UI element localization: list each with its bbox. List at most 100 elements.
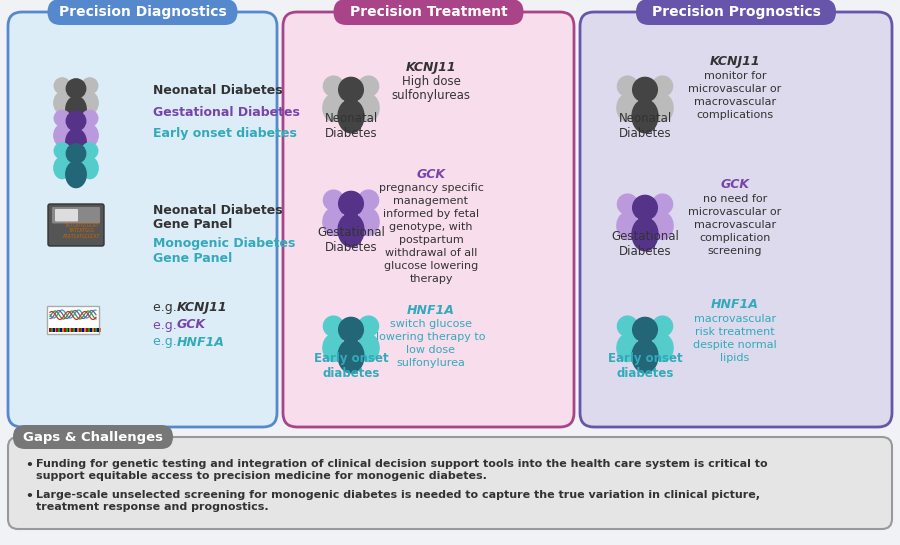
Text: Gene Panel: Gene Panel bbox=[153, 252, 232, 265]
Text: Gestational
Diabetes: Gestational Diabetes bbox=[611, 230, 679, 258]
Ellipse shape bbox=[616, 212, 638, 239]
Ellipse shape bbox=[338, 100, 364, 133]
Text: Neonatal
Diabetes: Neonatal Diabetes bbox=[324, 112, 378, 140]
FancyBboxPatch shape bbox=[636, 0, 836, 25]
Text: KCNJ11: KCNJ11 bbox=[177, 301, 228, 314]
Circle shape bbox=[633, 77, 657, 102]
Text: Precision Treatment: Precision Treatment bbox=[349, 5, 508, 19]
FancyBboxPatch shape bbox=[55, 209, 78, 221]
Circle shape bbox=[323, 190, 344, 210]
Circle shape bbox=[633, 195, 657, 220]
Text: switch glucose: switch glucose bbox=[390, 319, 472, 329]
Text: screening: screening bbox=[707, 246, 762, 256]
FancyBboxPatch shape bbox=[580, 12, 892, 427]
Bar bbox=[53, 328, 55, 332]
Bar bbox=[69, 328, 71, 332]
Text: sulfonylurea: sulfonylurea bbox=[397, 358, 465, 368]
Text: Neonatal
Diabetes: Neonatal Diabetes bbox=[618, 112, 671, 140]
Text: Gaps & Challenges: Gaps & Challenges bbox=[23, 431, 163, 444]
Circle shape bbox=[67, 144, 86, 163]
Circle shape bbox=[652, 194, 672, 214]
Text: e.g.: e.g. bbox=[153, 336, 181, 348]
Text: low dose: low dose bbox=[407, 345, 455, 355]
Text: HNF1A: HNF1A bbox=[711, 299, 759, 312]
Circle shape bbox=[338, 317, 364, 342]
Text: KCNJ11: KCNJ11 bbox=[710, 56, 760, 69]
Text: e.g.: e.g. bbox=[153, 318, 181, 331]
Text: GCK: GCK bbox=[417, 167, 446, 180]
Ellipse shape bbox=[323, 94, 344, 122]
Bar bbox=[99, 328, 101, 332]
Bar bbox=[47, 306, 99, 334]
Ellipse shape bbox=[66, 161, 86, 187]
Bar bbox=[76, 328, 78, 332]
FancyBboxPatch shape bbox=[334, 0, 524, 25]
Circle shape bbox=[617, 194, 637, 214]
Bar bbox=[62, 328, 64, 332]
Circle shape bbox=[652, 76, 672, 96]
Text: Gene Panel: Gene Panel bbox=[153, 219, 232, 232]
Ellipse shape bbox=[323, 208, 344, 235]
Bar bbox=[57, 328, 59, 332]
FancyBboxPatch shape bbox=[283, 12, 574, 427]
Text: genotype, with: genotype, with bbox=[389, 222, 473, 232]
Bar bbox=[88, 328, 90, 332]
Ellipse shape bbox=[54, 125, 70, 146]
Ellipse shape bbox=[338, 214, 364, 247]
FancyBboxPatch shape bbox=[8, 437, 892, 529]
Text: microvascular or: microvascular or bbox=[688, 207, 781, 217]
Bar bbox=[95, 328, 97, 332]
Text: e.g.: e.g. bbox=[153, 301, 181, 314]
Bar bbox=[51, 328, 53, 332]
Text: KCNJ11: KCNJ11 bbox=[406, 62, 456, 75]
FancyBboxPatch shape bbox=[48, 0, 238, 25]
Ellipse shape bbox=[323, 334, 344, 361]
Text: macrovascular: macrovascular bbox=[694, 97, 776, 107]
Text: Early onset
diabetes: Early onset diabetes bbox=[314, 352, 388, 380]
Text: GCK: GCK bbox=[721, 179, 750, 191]
Text: macrovascular: macrovascular bbox=[694, 314, 776, 324]
Ellipse shape bbox=[652, 212, 673, 239]
Text: management: management bbox=[393, 196, 469, 206]
Bar bbox=[86, 328, 88, 332]
Circle shape bbox=[652, 316, 672, 336]
Circle shape bbox=[617, 316, 637, 336]
Circle shape bbox=[82, 110, 98, 126]
Bar bbox=[49, 328, 51, 332]
Circle shape bbox=[54, 143, 70, 159]
Text: Neonatal Diabetes: Neonatal Diabetes bbox=[153, 83, 283, 96]
Bar bbox=[75, 328, 76, 332]
Circle shape bbox=[67, 79, 86, 98]
Bar bbox=[58, 328, 60, 332]
Text: Monogenic Diabetes: Monogenic Diabetes bbox=[153, 238, 295, 251]
Text: macrovascular: macrovascular bbox=[694, 220, 776, 230]
Bar bbox=[66, 328, 68, 332]
Bar bbox=[55, 328, 57, 332]
Bar bbox=[85, 328, 86, 332]
Text: Gestational
Diabetes: Gestational Diabetes bbox=[317, 226, 385, 254]
Ellipse shape bbox=[358, 208, 379, 235]
Bar bbox=[92, 328, 94, 332]
Ellipse shape bbox=[358, 94, 379, 122]
Text: complications: complications bbox=[697, 110, 774, 120]
Ellipse shape bbox=[82, 157, 98, 179]
Bar bbox=[71, 328, 73, 332]
Text: Gestational Diabetes: Gestational Diabetes bbox=[153, 106, 300, 118]
Bar bbox=[81, 328, 83, 332]
Ellipse shape bbox=[338, 340, 364, 373]
Ellipse shape bbox=[632, 340, 658, 373]
Circle shape bbox=[67, 111, 86, 131]
Circle shape bbox=[82, 143, 98, 159]
Ellipse shape bbox=[652, 94, 673, 122]
Circle shape bbox=[358, 316, 379, 336]
Text: no need for: no need for bbox=[703, 194, 767, 204]
Text: sulfonylureas: sulfonylureas bbox=[392, 89, 471, 102]
Ellipse shape bbox=[66, 129, 86, 155]
Circle shape bbox=[54, 78, 70, 94]
Ellipse shape bbox=[616, 334, 638, 361]
Ellipse shape bbox=[54, 157, 70, 179]
Circle shape bbox=[617, 76, 637, 96]
Ellipse shape bbox=[632, 217, 658, 251]
Text: pregnancy specific: pregnancy specific bbox=[379, 183, 483, 193]
Text: complication: complication bbox=[699, 233, 770, 243]
